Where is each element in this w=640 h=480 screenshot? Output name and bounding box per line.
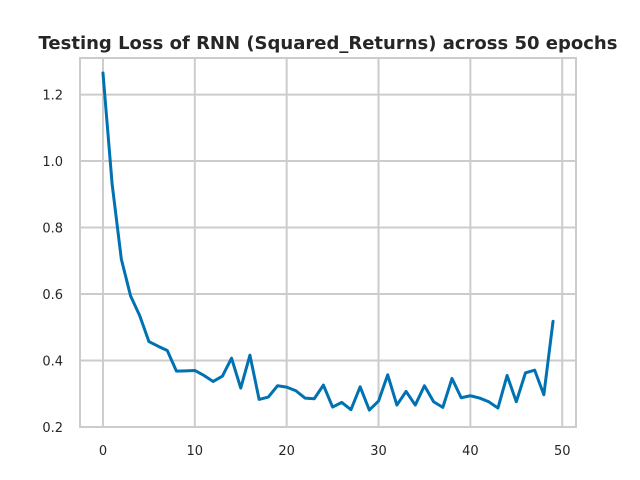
- x-tick-label: 20: [278, 444, 295, 459]
- y-tick-label: 1.0: [42, 155, 63, 170]
- x-tick-label: 40: [462, 444, 479, 459]
- series-layer: [101, 71, 555, 412]
- plot-frame: [79, 57, 577, 428]
- x-tick-label: 10: [187, 444, 204, 459]
- y-tick-label: 0.6: [42, 288, 63, 303]
- y-tick-labels: 0.2 0.4 0.6 0.8 1.0 1.2: [42, 89, 63, 436]
- x-tick-label: 30: [370, 444, 387, 459]
- x-tick-label: 50: [554, 444, 571, 459]
- loss-series-line: [101, 71, 555, 412]
- y-tick-label: 0.4: [42, 355, 63, 370]
- x-tick-labels: 0 10 20 30 40 50: [99, 444, 571, 459]
- x-tick-label: 0: [99, 444, 107, 459]
- y-tick-label: 1.2: [42, 89, 63, 104]
- y-tick-label: 0.8: [42, 222, 63, 237]
- chart-title: Testing Loss of RNN (Squared_Returns) ac…: [39, 33, 618, 54]
- grid-lines: [80, 58, 576, 428]
- y-tick-label: 0.2: [42, 421, 63, 436]
